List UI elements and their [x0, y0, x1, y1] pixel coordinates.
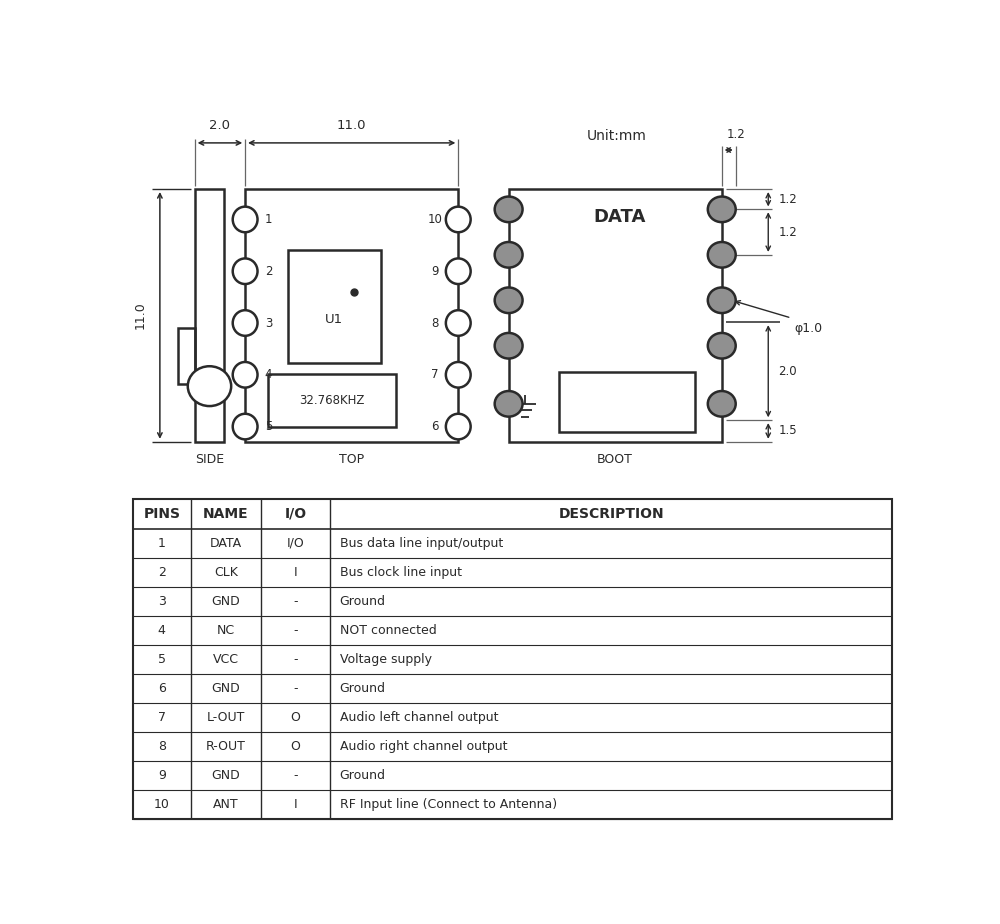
Circle shape — [495, 287, 523, 313]
Text: 9: 9 — [158, 769, 166, 782]
Text: DESCRIPTION: DESCRIPTION — [558, 506, 664, 520]
Text: SIDE: SIDE — [195, 453, 224, 466]
Text: -: - — [293, 652, 298, 665]
Text: Ground: Ground — [340, 769, 386, 782]
Text: Unit:mm: Unit:mm — [587, 128, 647, 143]
Text: R-OUT: R-OUT — [206, 740, 246, 753]
Text: ANT: ANT — [213, 797, 239, 810]
Ellipse shape — [233, 207, 258, 232]
Text: Voltage supply: Voltage supply — [340, 652, 432, 665]
Text: O: O — [291, 711, 300, 723]
Bar — [288, 249, 381, 363]
Text: 3: 3 — [265, 317, 272, 330]
Circle shape — [495, 391, 523, 417]
Circle shape — [495, 197, 523, 222]
Text: Ground: Ground — [340, 594, 386, 608]
Text: L-OUT: L-OUT — [207, 711, 245, 723]
Text: GND: GND — [211, 594, 240, 608]
Ellipse shape — [446, 310, 471, 335]
Text: Audio right channel output: Audio right channel output — [340, 740, 507, 753]
Bar — [559, 372, 695, 432]
Text: PINS: PINS — [143, 506, 180, 520]
Text: 1: 1 — [265, 213, 272, 226]
Text: -: - — [293, 769, 298, 782]
Text: VCC: VCC — [213, 652, 239, 665]
Text: 7: 7 — [431, 369, 439, 382]
Text: 8: 8 — [158, 740, 166, 753]
Text: 32.768KHZ: 32.768KHZ — [300, 395, 365, 407]
Text: 1: 1 — [158, 537, 166, 550]
Text: I: I — [294, 565, 297, 578]
Bar — [195, 189, 224, 442]
Text: DATA: DATA — [593, 208, 646, 226]
Text: NC: NC — [217, 624, 235, 637]
Circle shape — [188, 366, 231, 406]
Text: -: - — [293, 624, 298, 637]
Text: -: - — [293, 594, 298, 608]
Text: 5: 5 — [265, 420, 272, 433]
Text: 11.0: 11.0 — [337, 118, 366, 131]
Ellipse shape — [446, 207, 471, 232]
Text: NAME: NAME — [203, 506, 249, 520]
Text: TOP: TOP — [339, 453, 364, 466]
Circle shape — [708, 242, 736, 268]
Text: GND: GND — [211, 682, 240, 695]
Circle shape — [708, 333, 736, 359]
Text: 2: 2 — [158, 565, 166, 578]
Text: O: O — [291, 740, 300, 753]
Text: Bus clock line input: Bus clock line input — [340, 565, 462, 578]
Bar — [268, 374, 396, 428]
Text: 1.2: 1.2 — [727, 128, 746, 140]
Text: 4: 4 — [265, 369, 272, 382]
Text: 2: 2 — [265, 265, 272, 278]
Ellipse shape — [446, 362, 471, 387]
Circle shape — [708, 287, 736, 313]
Text: 1.5: 1.5 — [778, 424, 797, 437]
Text: 5: 5 — [158, 652, 166, 665]
Ellipse shape — [446, 259, 471, 284]
Circle shape — [708, 391, 736, 417]
Text: NOT connected: NOT connected — [340, 624, 436, 637]
Text: 1.2: 1.2 — [778, 225, 797, 238]
Bar — [178, 328, 195, 383]
Bar — [245, 189, 458, 442]
Text: 10: 10 — [428, 213, 442, 226]
Ellipse shape — [446, 414, 471, 440]
Text: -: - — [293, 682, 298, 695]
Text: I: I — [294, 797, 297, 810]
Text: 3: 3 — [158, 594, 166, 608]
Ellipse shape — [233, 362, 258, 387]
Text: I/O: I/O — [287, 537, 304, 550]
Text: 8: 8 — [431, 317, 439, 330]
Text: CLK: CLK — [214, 565, 238, 578]
Text: φ1.0: φ1.0 — [794, 322, 823, 335]
Text: Bus data line input/output: Bus data line input/output — [340, 537, 503, 550]
Text: BOOT: BOOT — [597, 453, 633, 466]
Text: 6: 6 — [431, 420, 439, 433]
Text: Ground: Ground — [340, 682, 386, 695]
Text: 1.2: 1.2 — [778, 193, 797, 206]
Text: 7: 7 — [158, 711, 166, 723]
Text: Audio left channel output: Audio left channel output — [340, 711, 498, 723]
Text: 2.0: 2.0 — [209, 118, 230, 131]
Circle shape — [495, 242, 523, 268]
Text: GND: GND — [211, 769, 240, 782]
Text: I/O: I/O — [284, 506, 307, 520]
Text: 6: 6 — [158, 682, 166, 695]
Text: 11.0: 11.0 — [134, 301, 147, 329]
Ellipse shape — [233, 259, 258, 284]
Text: 9: 9 — [431, 265, 439, 278]
Bar — [133, 499, 892, 819]
Bar — [509, 189, 722, 442]
Text: U1: U1 — [325, 313, 343, 326]
Ellipse shape — [233, 414, 258, 440]
Text: 10: 10 — [154, 797, 170, 810]
Circle shape — [708, 197, 736, 222]
Text: 4: 4 — [158, 624, 166, 637]
Text: RF Input line (Connect to Antenna): RF Input line (Connect to Antenna) — [340, 797, 557, 810]
Ellipse shape — [233, 310, 258, 335]
Text: 2.0: 2.0 — [778, 365, 797, 378]
Text: DATA: DATA — [210, 537, 242, 550]
Circle shape — [495, 333, 523, 359]
